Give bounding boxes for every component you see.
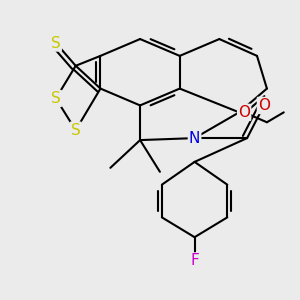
Text: F: F	[190, 254, 199, 268]
Text: N: N	[189, 130, 200, 146]
Text: S: S	[51, 35, 61, 50]
Text: O: O	[238, 105, 250, 120]
Text: O: O	[258, 98, 270, 113]
Text: S: S	[71, 123, 81, 138]
Text: S: S	[51, 91, 61, 106]
